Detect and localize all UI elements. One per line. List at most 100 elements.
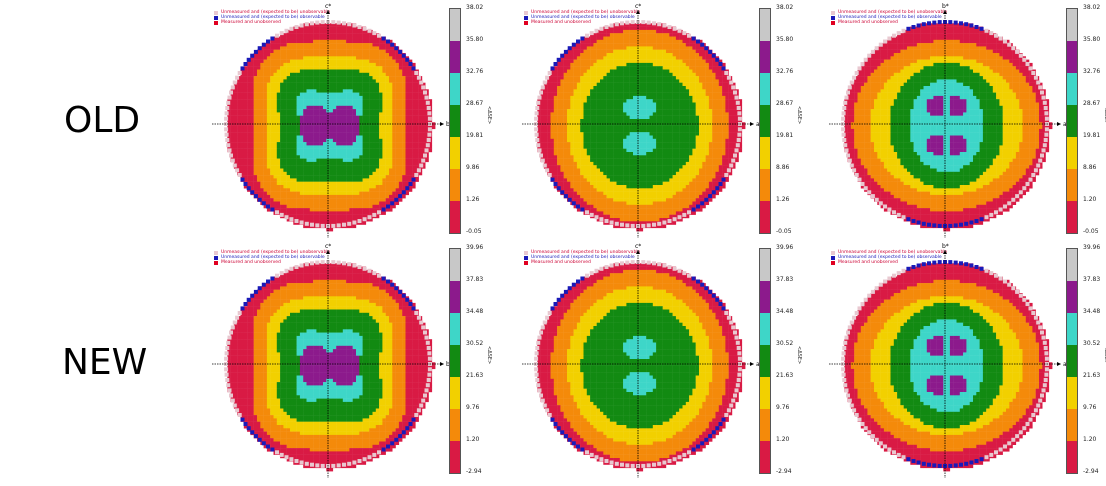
heatmap-cell (653, 83, 657, 87)
heatmap-cell (702, 60, 706, 64)
heatmap-cell (590, 37, 594, 41)
heatmap-cell (310, 169, 314, 173)
heatmap-cell (402, 145, 406, 149)
heatmap-cell (316, 56, 320, 60)
heatmap-cell (419, 132, 423, 136)
heatmap-cell (376, 129, 380, 133)
heatmap-cell (310, 162, 314, 166)
heatmap-cell (666, 56, 670, 60)
heatmap-cell (366, 182, 370, 186)
heatmap-cell (633, 53, 637, 57)
heatmap-cell (241, 83, 245, 87)
heatmap-cell (600, 103, 604, 107)
heatmap-cell (696, 96, 700, 100)
heatmap-cell (346, 159, 350, 163)
heatmap-cell (300, 159, 304, 163)
heatmap-cell (260, 155, 264, 159)
heatmap-cell (366, 43, 370, 47)
heatmap-cell (270, 73, 274, 77)
heatmap-cell (369, 40, 373, 44)
heatmap-cell (692, 53, 696, 57)
heatmap-cell (320, 195, 324, 199)
heatmap-cell (379, 43, 383, 47)
heatmap-cell (666, 83, 670, 87)
heatmap-cell (679, 112, 683, 116)
heatmap-cell (270, 155, 274, 159)
heatmap-cell (310, 73, 314, 77)
observable-cell (262, 43, 266, 47)
heatmap-cell (659, 70, 663, 74)
heatmap-cell (382, 96, 386, 100)
heatmap-cell (379, 155, 383, 159)
heatmap-cell (330, 89, 334, 93)
heatmap-cell (316, 175, 320, 179)
heatmap-cell (399, 89, 403, 93)
heatmap-cell (369, 155, 373, 159)
heatmap-cell (260, 53, 264, 57)
heatmap-cell (402, 126, 406, 130)
heatmap-cell (376, 172, 380, 176)
heatmap-cell (564, 93, 568, 97)
heatmap-cell (584, 89, 588, 93)
heatmap-cell (310, 50, 314, 54)
heatmap-cell (363, 205, 367, 209)
heatmap-cell (706, 103, 710, 107)
heatmap-cell (663, 73, 667, 77)
heatmap-cell (551, 112, 555, 116)
heatmap-cell (346, 76, 350, 80)
heatmap-cell (333, 40, 337, 44)
heatmap-cell (389, 70, 393, 74)
heatmap-cell (415, 93, 419, 97)
heatmap-cell (316, 162, 320, 166)
heatmap-cell (584, 50, 588, 54)
heatmap-cell (297, 119, 301, 123)
heatmap-cell (323, 152, 327, 156)
heatmap-cell (274, 112, 278, 116)
heatmap-cell (363, 159, 367, 163)
heatmap-cell (254, 73, 258, 77)
heatmap-cell (603, 96, 607, 100)
heatmap-cell (323, 155, 327, 159)
heatmap-cell (359, 112, 363, 116)
heatmap-cell (310, 83, 314, 87)
heatmap-cell (234, 145, 238, 149)
heatmap-cell (659, 93, 663, 97)
heatmap-cell (560, 60, 564, 64)
heatmap-cell (376, 86, 380, 90)
heatmap-cell (363, 155, 367, 159)
heatmap-cell (379, 126, 383, 130)
heatmap-cell (725, 126, 729, 130)
heatmap-cell (283, 63, 287, 67)
heatmap-cell (696, 46, 700, 50)
heatmap-cell (270, 56, 274, 60)
heatmap-cell (366, 103, 370, 107)
heatmap-cell (656, 66, 660, 70)
heatmap-cell (706, 66, 710, 70)
heatmap-cell (633, 73, 637, 77)
heatmap-cell (419, 96, 423, 100)
heatmap-cell (716, 106, 720, 110)
heatmap-cell (303, 152, 307, 156)
heatmap-cell (597, 129, 601, 133)
observable-cell (262, 201, 266, 205)
heatmap-cell (696, 119, 700, 123)
heatmap-cell (277, 73, 281, 77)
heatmap-cell (264, 129, 268, 133)
heatmap-cell (653, 89, 657, 93)
heatmap-cell (590, 103, 594, 107)
heatmap-cell (719, 83, 723, 87)
heatmap-cell (613, 53, 617, 57)
heatmap-cell (633, 40, 637, 44)
heatmap-cell (297, 172, 301, 176)
heatmap-cell (640, 129, 644, 133)
heatmap-cell (415, 79, 419, 83)
heatmap-cell (603, 79, 607, 83)
heatmap-cell (659, 116, 663, 120)
heatmap-cell (699, 93, 703, 97)
heatmap-cell (382, 79, 386, 83)
heatmap-cell (250, 129, 254, 133)
heatmap-cell (389, 149, 393, 153)
heatmap-cell (409, 169, 413, 173)
heatmap-cell (270, 83, 274, 87)
heatmap-cell (630, 43, 634, 47)
